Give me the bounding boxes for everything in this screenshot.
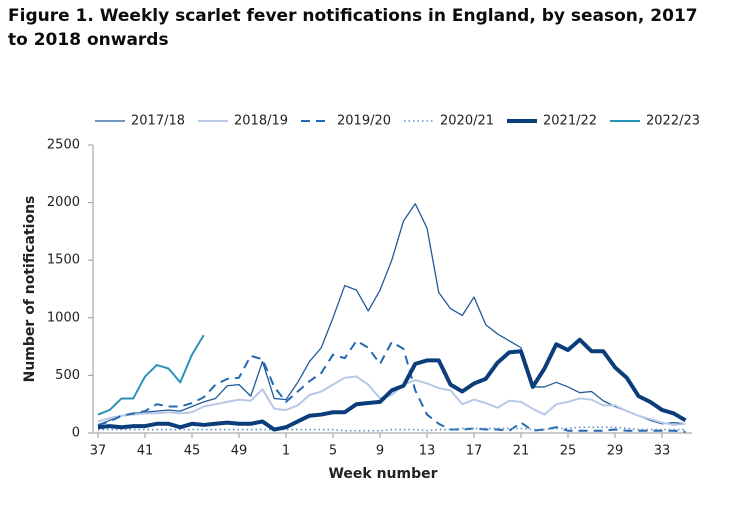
y-tick-label: 1500 [47, 253, 80, 268]
series-line [97, 339, 686, 433]
x-tick-label: 5 [329, 444, 337, 459]
x-tick-label: 13 [419, 444, 436, 459]
x-tick-label: 25 [560, 444, 577, 459]
legend-label: 2018/19 [234, 114, 288, 129]
y-tick-label: 2000 [47, 195, 80, 210]
y-tick-label: 0 [72, 426, 80, 441]
series-line [97, 337, 687, 432]
series-line [97, 375, 686, 426]
y-tick-label: 2500 [47, 138, 80, 153]
x-tick-label: 49 [231, 444, 248, 459]
legend-label: 2021/22 [543, 114, 597, 129]
series-line [98, 426, 686, 432]
chart-title: Figure 1. Weekly scarlet fever notificat… [8, 6, 698, 50]
x-tick-label: 21 [513, 444, 530, 459]
legend-label: 2017/18 [131, 114, 185, 129]
legend-label: 2020/21 [440, 114, 494, 129]
x-tick-label: 33 [654, 444, 671, 459]
x-tick-label: 9 [376, 444, 384, 459]
x-tick-label: 29 [607, 444, 624, 459]
x-tick-label: 1 [282, 444, 290, 459]
x-tick-label: 41 [137, 444, 154, 459]
x-tick-label: 17 [466, 444, 483, 459]
x-tick-label: 37 [90, 444, 107, 459]
y-tick-label: 1000 [47, 310, 80, 325]
legend-label: 2022/23 [646, 114, 700, 129]
series-line [97, 203, 686, 426]
x-tick-label: 45 [184, 444, 201, 459]
y-tick-label: 500 [55, 368, 80, 383]
x-axis-label: Week number [328, 466, 437, 482]
legend-label: 2019/20 [337, 114, 391, 129]
series-line [97, 334, 205, 416]
y-axis-label: Number of notifications [22, 196, 38, 383]
